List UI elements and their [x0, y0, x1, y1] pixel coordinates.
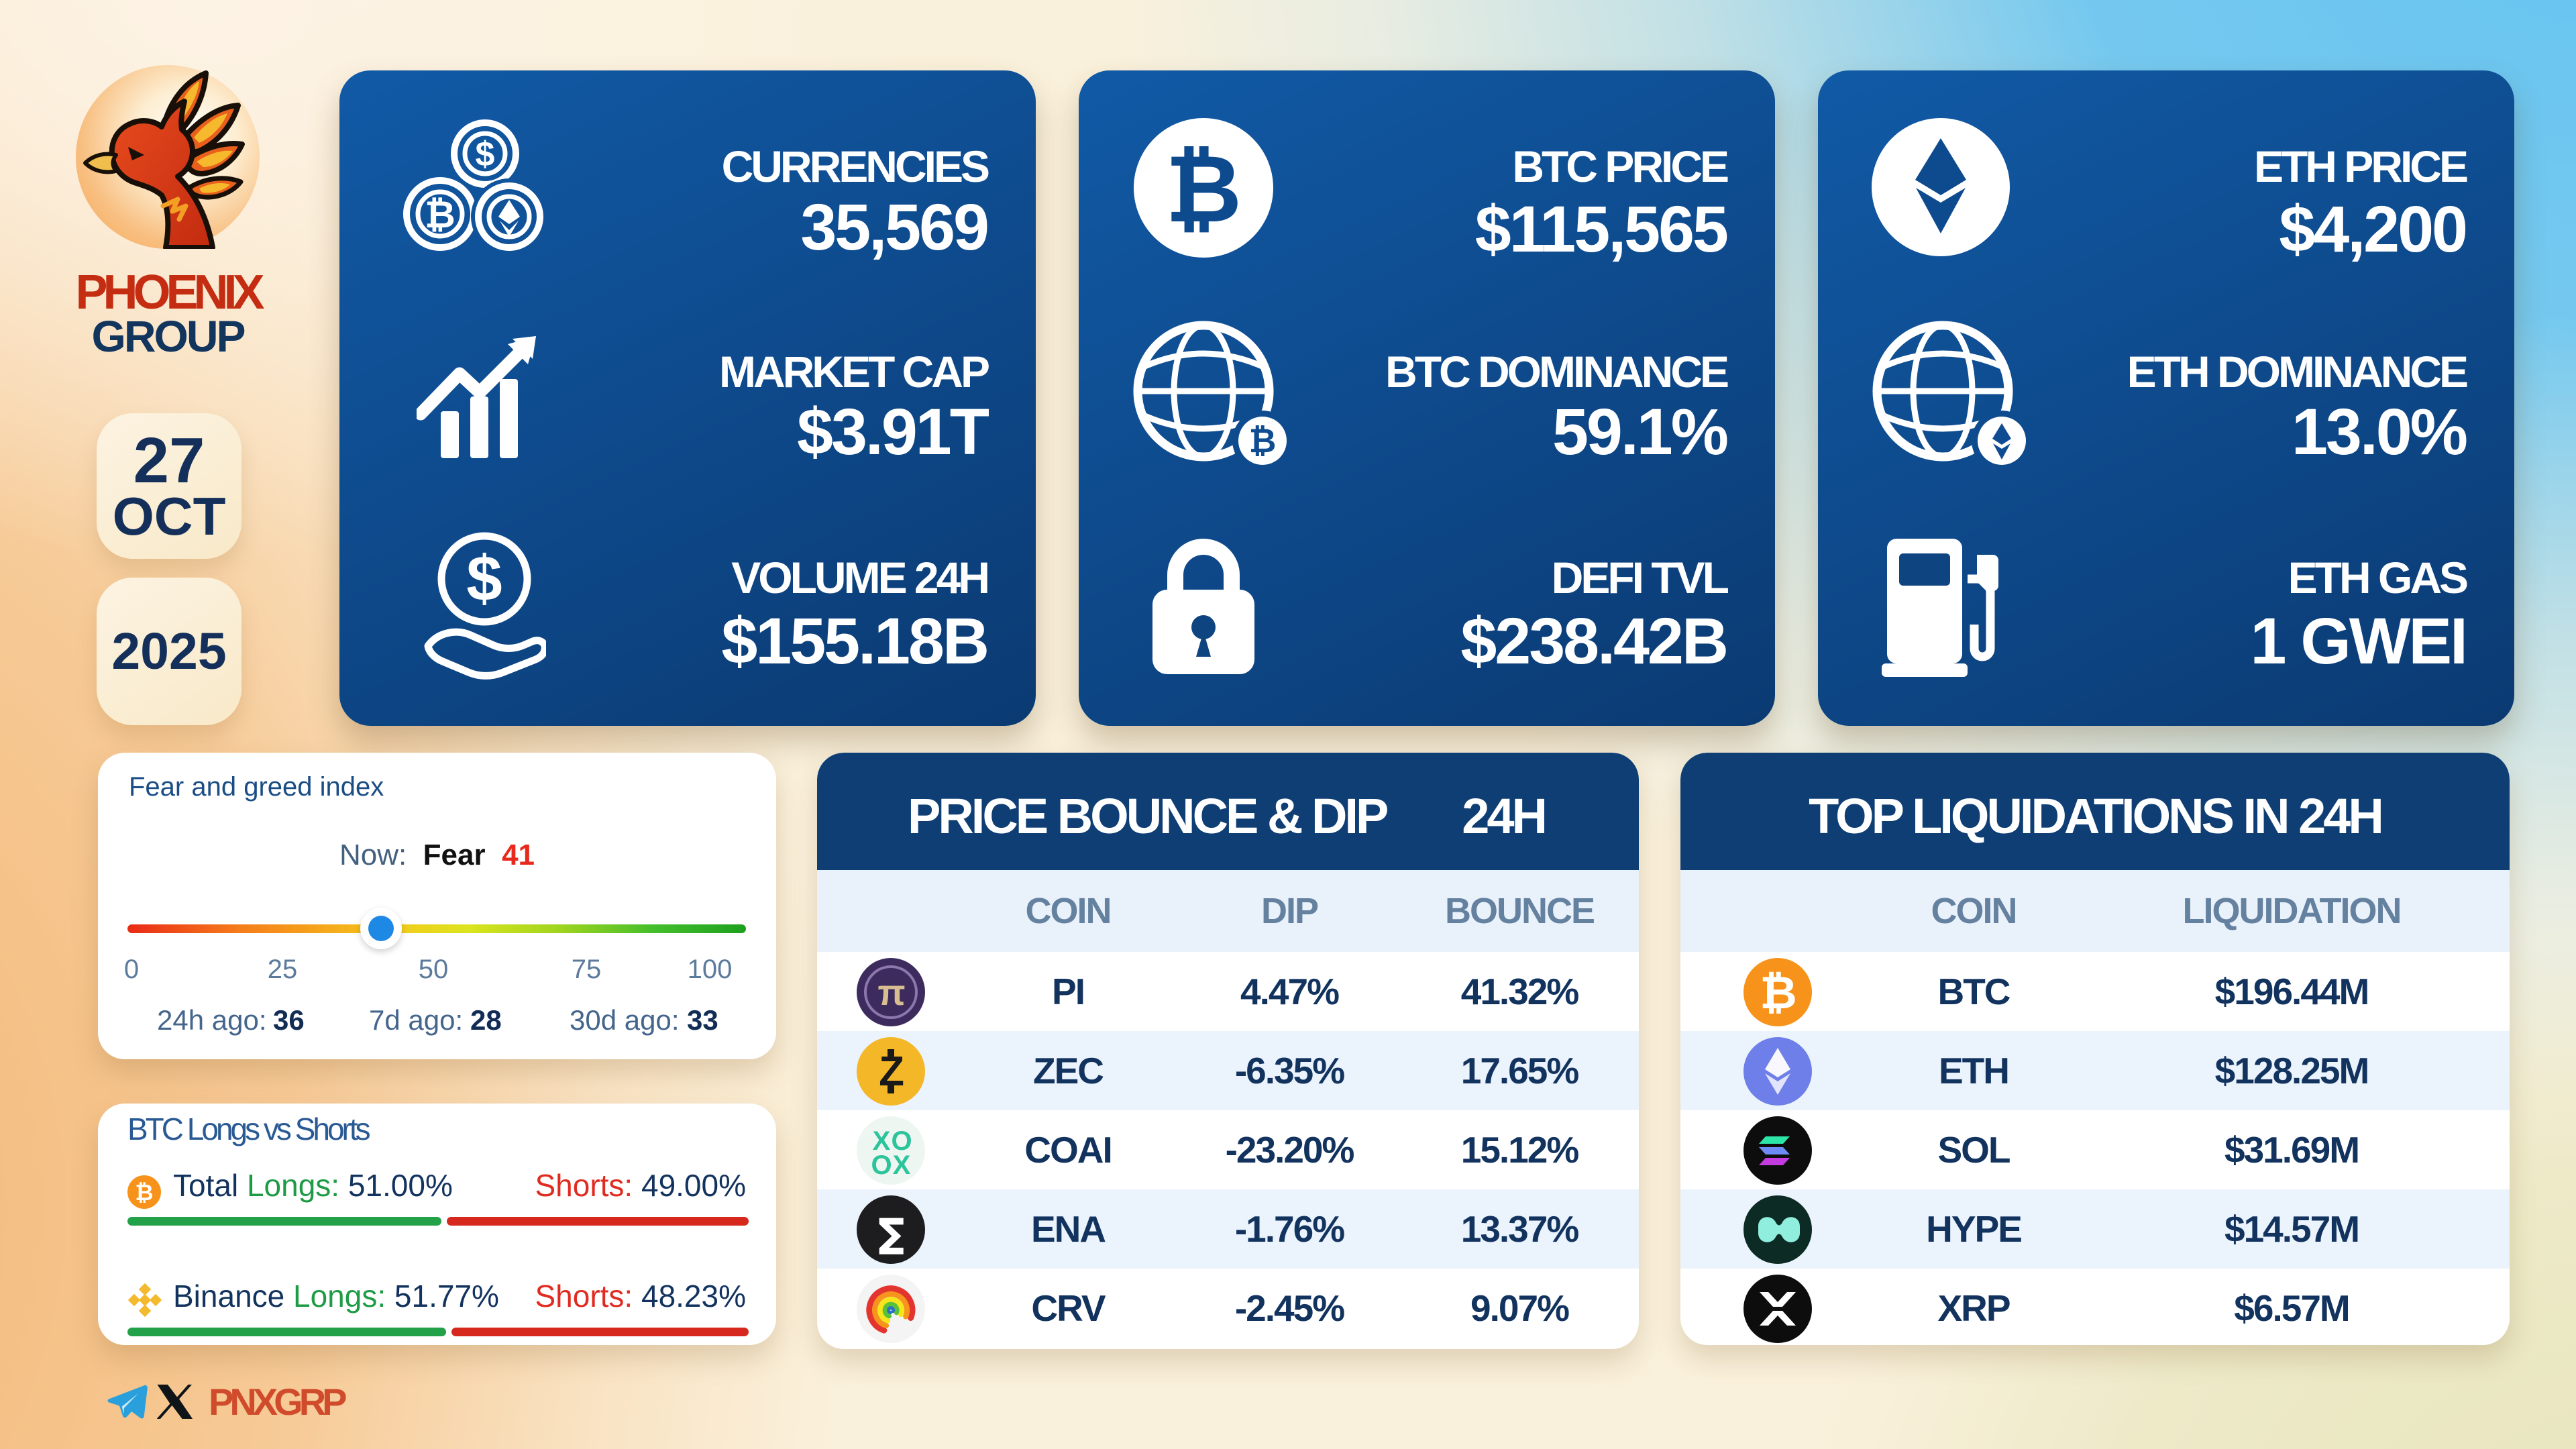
- svg-text:₿: ₿: [1760, 967, 1795, 1018]
- svg-text:₿: ₿: [425, 193, 455, 235]
- svg-text:X: X: [893, 1150, 911, 1180]
- svg-text:$: $: [466, 543, 502, 614]
- svg-text:₿: ₿: [1249, 422, 1277, 460]
- svg-text:$: $: [476, 135, 495, 174]
- svg-text:X: X: [873, 1126, 891, 1156]
- svg-text:₿: ₿: [1165, 136, 1242, 241]
- svg-text:π: π: [877, 973, 904, 1013]
- svg-text:₿: ₿: [135, 1181, 153, 1205]
- svg-text:O: O: [891, 1126, 911, 1156]
- svg-text:O: O: [871, 1150, 891, 1180]
